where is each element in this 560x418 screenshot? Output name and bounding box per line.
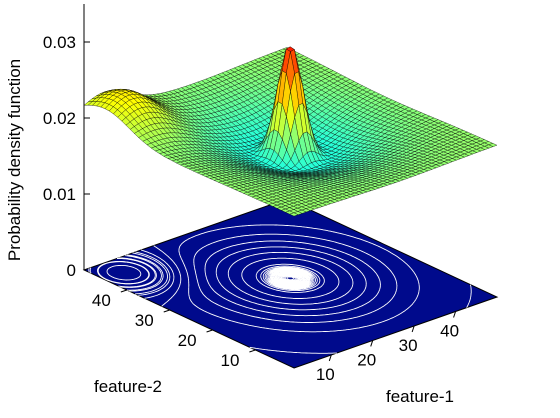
y-tick-label: 40 [92, 291, 111, 310]
x-tick-label: 40 [440, 321, 459, 340]
y-tick-label: 30 [135, 311, 154, 330]
x-tick-label: 30 [399, 336, 418, 355]
contour-floor [82, 198, 499, 369]
x-tick-label: 20 [357, 350, 376, 369]
x-tick-label: 10 [316, 365, 335, 384]
x-tick-mark [370, 340, 374, 347]
y-tick-mark [120, 289, 128, 293]
axes-layer [83, 4, 90, 271]
tick-labels: 0 0.01 0.02 0.03 10 20 30 40 10 20 30 40 [43, 33, 459, 384]
z-tick-label: 0.01 [43, 185, 76, 204]
z-tick-label: 0.02 [43, 109, 76, 128]
z-tick-label: 0 [67, 261, 76, 280]
x-tick-mark [328, 354, 332, 362]
y-axis-title: feature-2 [94, 377, 162, 396]
y-tick-mark [249, 349, 256, 353]
x-tick-mark [453, 311, 457, 318]
surface-mesh [83, 46, 498, 217]
contour-lines [88, 203, 472, 354]
z-tick-label: 0.03 [43, 33, 76, 52]
y-tick-label: 10 [221, 351, 240, 370]
x-axis-title: feature-1 [386, 387, 454, 406]
z-axis-title: Probability density function [5, 59, 24, 261]
y-tick-mark [163, 309, 170, 313]
surface-facet [289, 212, 299, 217]
x-tick-mark [411, 325, 415, 333]
y-tick-label: 20 [178, 331, 197, 350]
y-tick-mark [206, 329, 213, 333]
